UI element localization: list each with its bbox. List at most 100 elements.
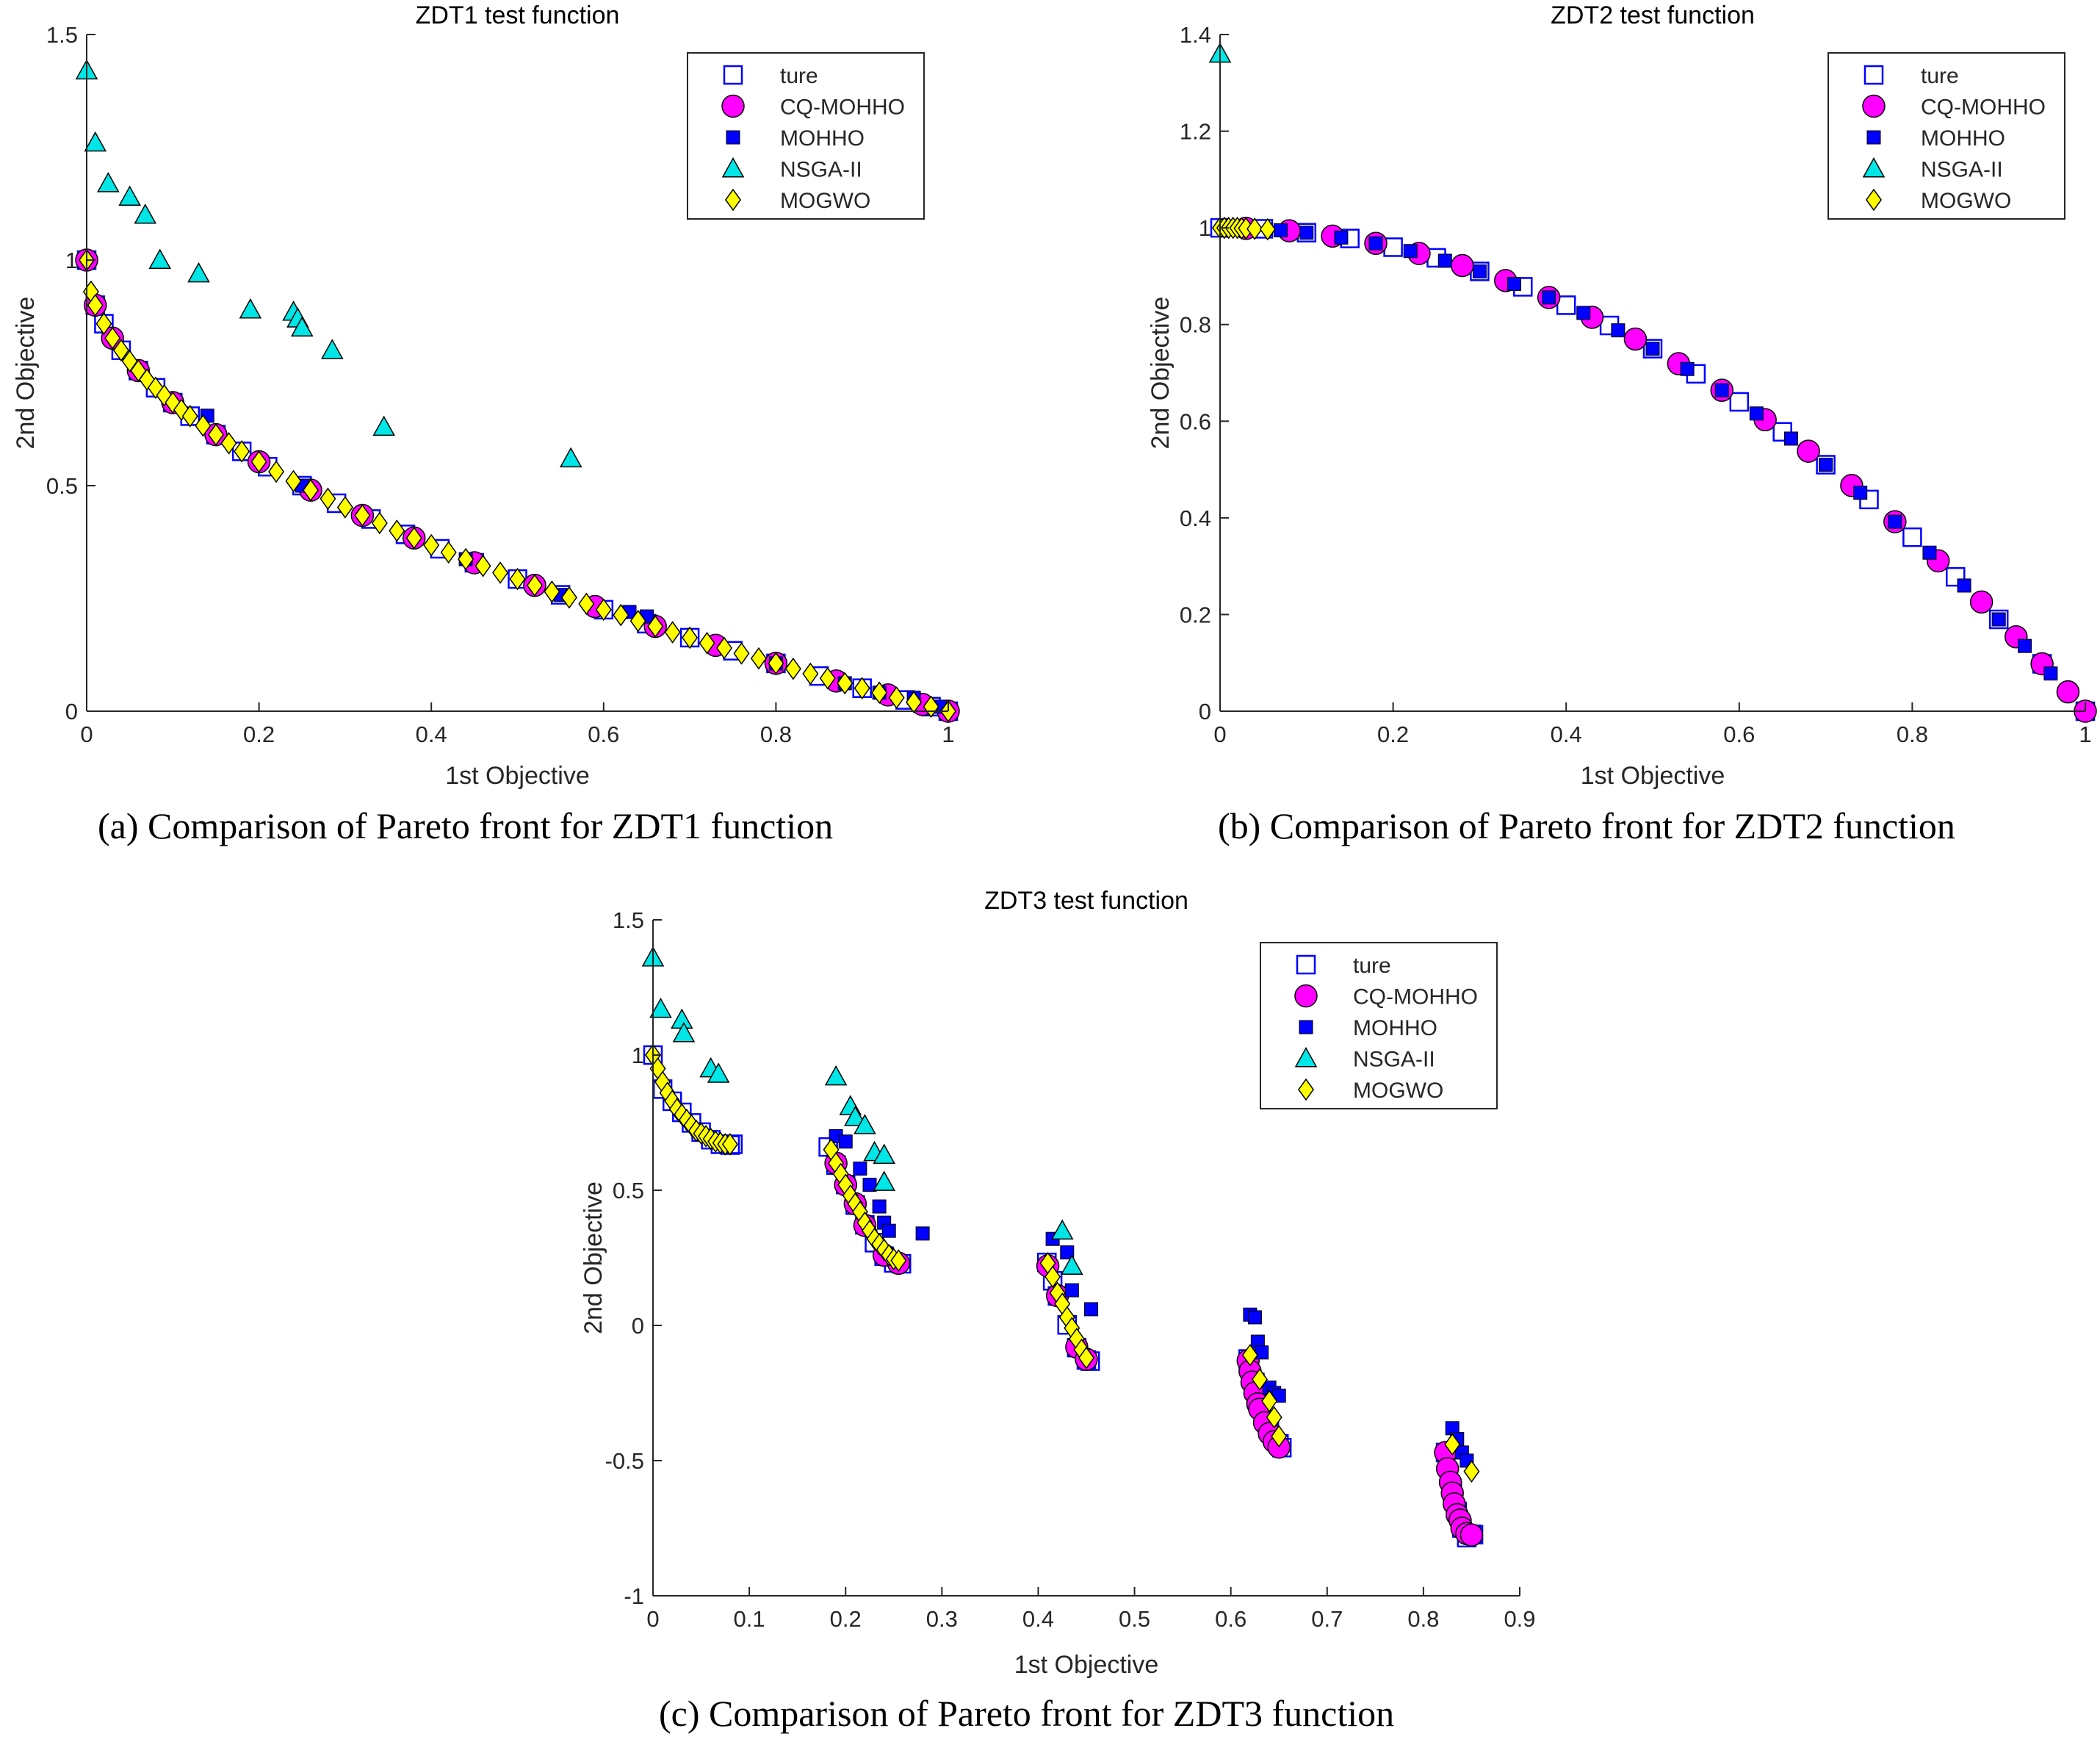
zdt2-point-mohho [1714,383,1729,397]
zdt1-point-mogwo [699,632,715,655]
zdt3-point-nsga-ii [854,1114,876,1134]
zdt1-legend-label: CQ-MOHHO [780,96,905,120]
zdt2-point-mohho [1957,578,1971,593]
zdt2-point-mohho [1576,306,1591,320]
zdt1-point-nsga-ii [134,204,157,224]
zdt3-point-nsga-ii [671,1008,693,1029]
zdt1-y-label: 2nd Objective [12,297,40,450]
zdt3-series-cq-mohho [824,1151,1484,1547]
zdt1-point-mogwo [509,567,526,591]
zdt2-y-tick-label: 0.2 [1180,602,1211,627]
zdt2-point-ture [1946,566,1966,587]
zdt1-point-mogwo [475,555,491,577]
zdt3-legend-label: CQ-MOHHO [1353,985,1478,1009]
zdt1-legend-label: MOGWO [780,189,870,213]
zdt1-point-mogwo [560,586,577,609]
zdt2-point-ture [1902,527,1922,547]
zdt3-title: ZDT3 test function [984,887,1188,915]
zdt1-title: ZDT1 test function [416,1,620,29]
zdt3-point-mohho [872,1199,887,1214]
zdt3-series-mohho [829,1129,1474,1468]
zdt3-x-tick-label: 0.5 [1119,1606,1150,1632]
zdt1-point-mogwo [526,574,543,597]
zdt1-series-mogwo [78,248,957,723]
zdt2-point-ture [1729,392,1750,412]
zdt3-point-mohho [1084,1302,1099,1317]
zdt3-point-nsga-ii [707,1062,730,1083]
zdt2-point-mohho [1922,545,1937,560]
zdt1-point-mogwo [285,469,302,493]
zdt1-point-mogwo [595,598,612,622]
zdt3-point-nsga-ii [1050,1219,1074,1240]
zdt1-point-mogwo [302,478,319,502]
zdt1-legend-marker [724,188,742,212]
zdt3-y-label: 2nd Objective [580,1181,607,1334]
zdt3-point-nsga-ii [824,1065,848,1086]
zdt3-point-mohho [1247,1310,1262,1325]
zdt2-y-tick-label: 0.6 [1180,408,1211,434]
caption-c: (c) Comparison of Pareto front for ZDT3 … [659,1693,1395,1734]
zdt2-y-tick-label: 0 [1199,699,1211,724]
zdt2-series-ture [1210,217,2096,721]
zdt1-point-nsga-ii [372,415,395,436]
zdt2-x-label: 1st Objective [1581,762,1725,790]
zdt2-point-mohho [1888,514,1902,529]
zdt3-legend: ture CQ-MOHHO MOHHO NSGA-II MOGWO [1260,942,1498,1109]
zdt2-x-tick-label: 1 [2079,721,2091,747]
zdt1-point-mogwo [147,376,164,400]
zdt1-point-mogwo [664,621,681,644]
zdt3-y-tick-label: 1.5 [613,907,644,933]
zdt2-point-mogwo [1246,217,1263,240]
zdt1-point-mogwo [492,561,509,584]
zdt3-legend-label: MOGWO [1353,1079,1443,1103]
zdt3-point-mohho [1064,1283,1079,1297]
zdt3-point-mohho [853,1162,867,1176]
zdt1-point-mogwo [716,636,733,660]
caption-a: (a) Comparison of Pareto front for ZDT1 … [98,805,834,846]
zdt1-point-mogwo [613,603,629,627]
zdt1-point-mogwo [130,359,147,382]
zdt1-point-mogwo [220,432,237,455]
zdt2-point-cq-mohho [2056,680,2080,704]
zdt1-point-mogwo [104,326,121,350]
zdt3-point-nsga-ii [672,1022,696,1043]
zdt1-point-mogwo [458,547,475,571]
zdt3-legend-label: ture [1353,954,1391,978]
zdt2-y-tick-label: 1.4 [1180,22,1211,48]
zdt1-series-ture [76,250,959,721]
zdt2-legend-label: CQ-MOHHO [1921,96,2046,120]
zdt2-series-mohho [1273,223,2058,681]
zdt1-point-mogwo [405,526,422,550]
zdt1-point-mogwo [95,312,112,335]
zdt2-point-cq-mohho [1797,439,1820,463]
zdt1-legend-marker [726,130,740,145]
zdt3-y-tick-label: -1 [624,1583,644,1609]
zdt1-point-mogwo [250,450,267,473]
zdt2-series-mogwo [1211,216,1276,241]
zdt1-legend-marker [721,94,745,118]
zdt2-series-cq-mohho [1234,217,2097,723]
zdt1-series-nsga-ii [75,59,582,468]
zdt2-legend-marker [1862,94,1886,118]
zdt1-x-label: 1st Objective [445,762,590,790]
zdt2-legend-marker [1865,188,1883,212]
zdt3-legend-label: MOHHO [1353,1016,1437,1040]
zdt1-point-mogwo [629,609,646,633]
zdt1-legend-label: ture [780,64,818,88]
zdt3-x-tick-label: 0.1 [734,1606,765,1632]
zdt2-point-mohho [1299,226,1314,240]
zdt2-y-tick-label: 0.4 [1180,505,1211,531]
zdt1-point-mogwo [819,666,836,690]
zdt3-point-mogwo [1044,1265,1061,1289]
zdt2-point-cq-mohho [1969,590,1993,614]
zdt3-legend-marker [1297,1078,1315,1101]
zdt1-point-mogwo [871,681,888,705]
zdt1-legend-marker [721,156,745,178]
zdt2-point-mohho [1334,230,1349,245]
zdt1-point-mogwo [423,533,440,557]
zdt3-point-nsga-ii [873,1170,895,1191]
zdt1-point-mogwo [112,339,129,362]
zdt3-series-nsga-ii [641,946,1083,1275]
zdt1-point-mogwo [682,626,699,649]
zdt1-point-nsga-ii [239,298,262,319]
